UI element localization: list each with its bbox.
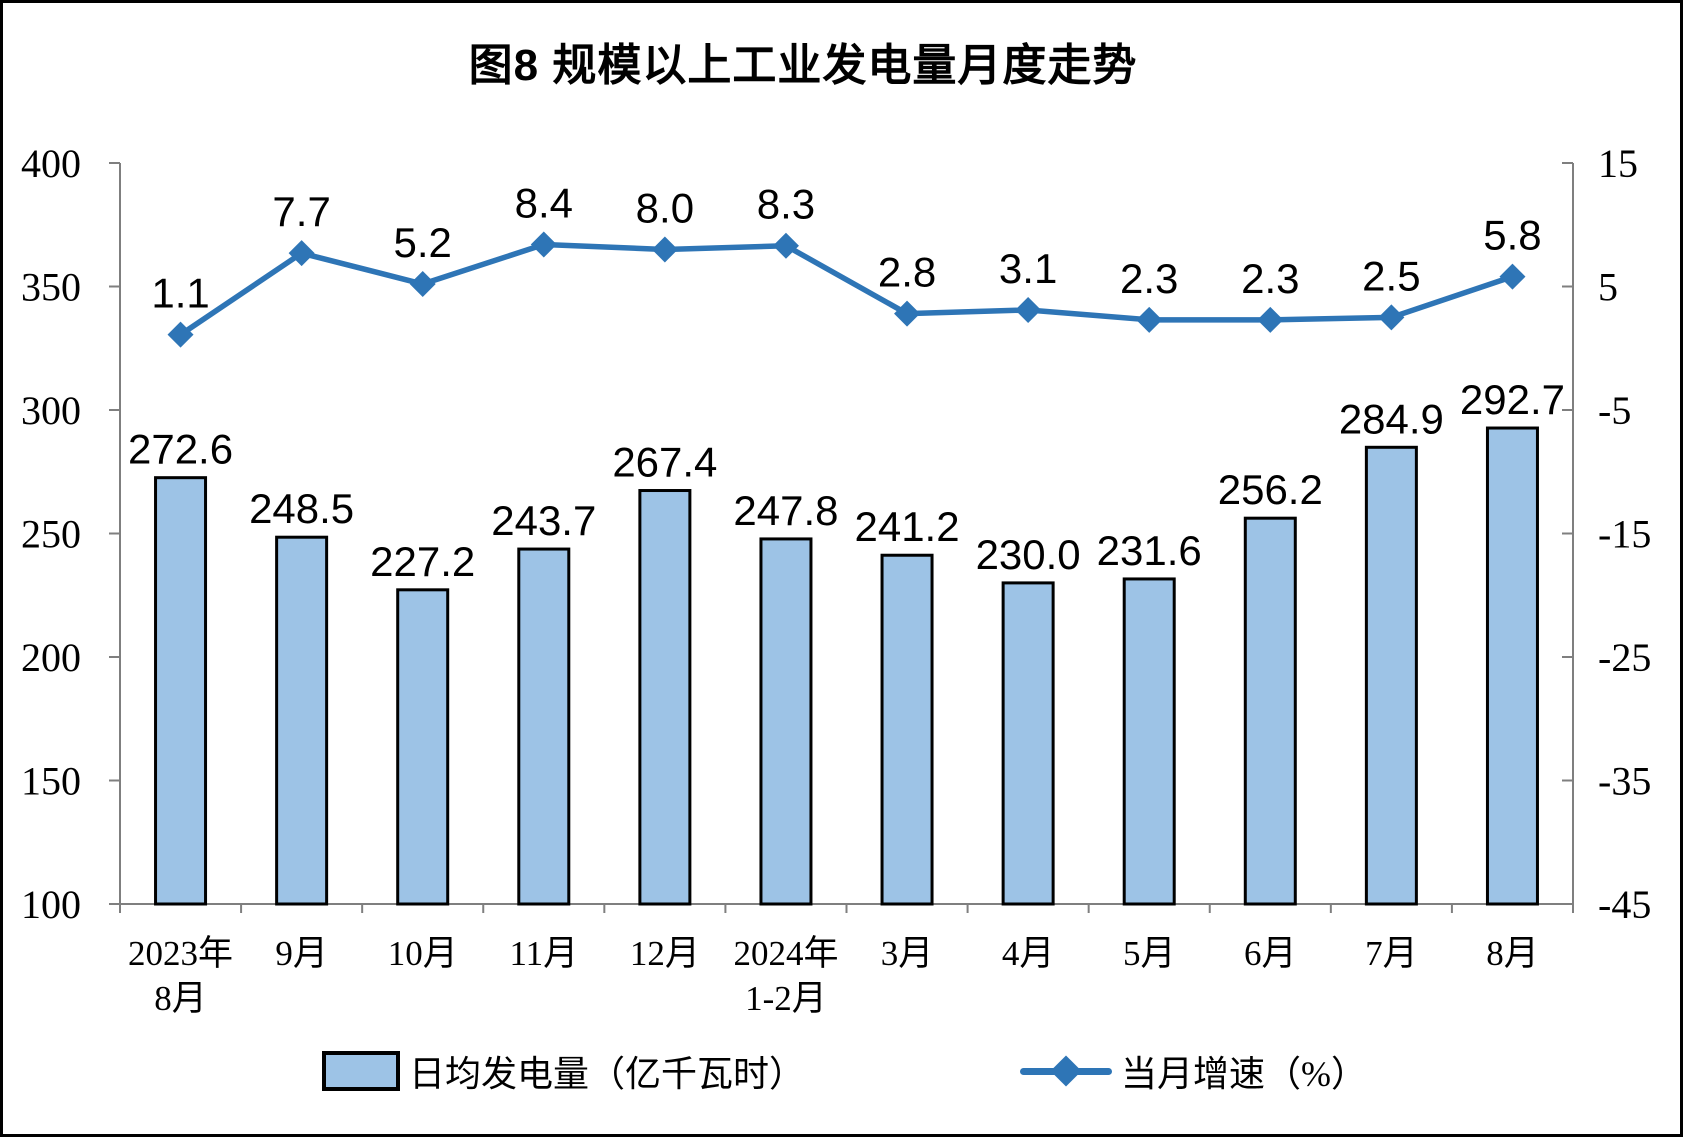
right-axis-tick-label: 5 [1598, 265, 1618, 310]
legend-item-bar: 日均发电量（亿千瓦时） [321, 1045, 805, 1097]
left-axis-tick-label: 400 [21, 141, 81, 186]
line-marker-diamond-icon [1015, 296, 1042, 323]
left-axis-tick-label: 350 [21, 265, 81, 310]
bar-value-label: 227.2 [370, 538, 475, 585]
x-axis-label: 3月 [881, 934, 934, 973]
line-marker-diamond-icon [1136, 306, 1163, 333]
chart-title: 图8 规模以上工业发电量月度走势 [468, 41, 1138, 90]
left-axis-tick-label: 250 [21, 512, 81, 557]
line-marker-diamond-icon [772, 232, 799, 259]
bar-value-label: 292.7 [1460, 376, 1565, 423]
left-axis-tick-label: 200 [21, 635, 81, 680]
line-value-label: 8.4 [515, 180, 573, 227]
line-value-label: 7.7 [272, 188, 330, 235]
line-value-label: 2.3 [1241, 255, 1299, 302]
bar-value-label: 248.5 [249, 485, 354, 532]
line-value-label: 2.5 [1362, 252, 1420, 299]
bar-value-label: 284.9 [1339, 395, 1444, 442]
bar [1122, 577, 1176, 906]
line-value-label: 2.8 [878, 249, 936, 296]
bar-value-label: 247.8 [733, 487, 838, 534]
x-axis-label: 2023年 [128, 934, 233, 973]
x-axis-label: 7月 [1365, 934, 1418, 973]
left-axis-tick-label: 150 [21, 759, 81, 804]
right-axis-tick-label: -25 [1598, 635, 1651, 680]
bar [759, 537, 813, 906]
right-axis-tick-label: 15 [1598, 141, 1638, 186]
chart-canvas: 400 350 300 250 200 150 100 15 5 -5 -15 -25 -35 -45 20… [21, 141, 1651, 1018]
legend-item-line: 当月增速（%） [1020, 1045, 1367, 1097]
line-marker-diamond-icon [167, 321, 194, 348]
bar [1243, 516, 1297, 906]
bar [1485, 426, 1539, 906]
bar-value-label: 243.7 [491, 497, 596, 544]
line-value-label: 3.1 [999, 245, 1057, 292]
left-axis-tick-label: 100 [21, 882, 81, 927]
line-marker-diamond-icon [530, 231, 557, 258]
x-axis-label: 10月 [388, 934, 458, 973]
bar [880, 553, 934, 906]
left-axis-tick-label: 300 [21, 388, 81, 433]
bar-value-label: 267.4 [612, 439, 717, 486]
line-series-swatch [1020, 1055, 1112, 1087]
legend: 日均发电量（亿千瓦时） 当月增速（%） [3, 1045, 1680, 1097]
bar [154, 476, 208, 906]
line-value-label: 5.2 [394, 219, 452, 266]
bar-value-label: 231.6 [1097, 527, 1202, 574]
x-axis-label: 4月 [1002, 934, 1055, 973]
bar-value-label: 241.2 [854, 503, 959, 550]
right-axis-tick-label: -45 [1598, 882, 1651, 927]
x-axis-label: 5月 [1123, 934, 1176, 973]
line-marker-diamond-icon [409, 271, 436, 298]
line-value-label: 1.1 [151, 270, 209, 317]
bar-value-label: 272.6 [128, 426, 233, 473]
right-axis-tick-label: -5 [1598, 388, 1631, 433]
bar [1364, 445, 1418, 906]
right-axis-tick-label: -35 [1598, 759, 1651, 804]
x-axis-label: 8月 [154, 979, 207, 1018]
line-marker-diamond-icon [651, 236, 678, 263]
x-axis-label: 9月 [275, 934, 328, 973]
line-value-label: 8.0 [636, 184, 694, 231]
line-marker-diamond-icon [894, 300, 921, 327]
legend-line-label: 当月增速（%） [1121, 1054, 1367, 1094]
bar [396, 588, 450, 906]
bar [517, 547, 571, 906]
bar-series-swatch [321, 1051, 400, 1091]
bar [638, 489, 692, 906]
line-marker-diamond-icon [1378, 304, 1405, 331]
line-swatch-diamond-icon [1050, 1055, 1082, 1087]
bar-value-label: 230.0 [976, 531, 1081, 578]
x-axis-label: 6月 [1244, 934, 1297, 973]
line-marker-diamond-icon [1257, 306, 1284, 333]
x-axis-label: 12月 [630, 934, 700, 973]
bar [275, 535, 329, 906]
x-axis-label: 1-2月 [745, 979, 827, 1018]
line-value-label: 8.3 [757, 181, 815, 228]
bar-value-label: 256.2 [1218, 466, 1323, 513]
x-axis-label: 8月 [1486, 934, 1539, 973]
x-axis-label: 11月 [509, 934, 578, 973]
bar [1001, 581, 1055, 906]
line-value-label: 2.3 [1120, 255, 1178, 302]
trend-line [177, 241, 1516, 338]
line-marker-diamond-icon [1499, 263, 1526, 290]
line-value-label: 5.8 [1483, 212, 1541, 259]
line-marker-diamond-icon [288, 240, 315, 267]
legend-bar-label: 日均发电量（亿千瓦时） [408, 1054, 805, 1094]
x-axis-label: 2024年 [733, 934, 838, 973]
right-axis-tick-label: -15 [1598, 512, 1651, 557]
